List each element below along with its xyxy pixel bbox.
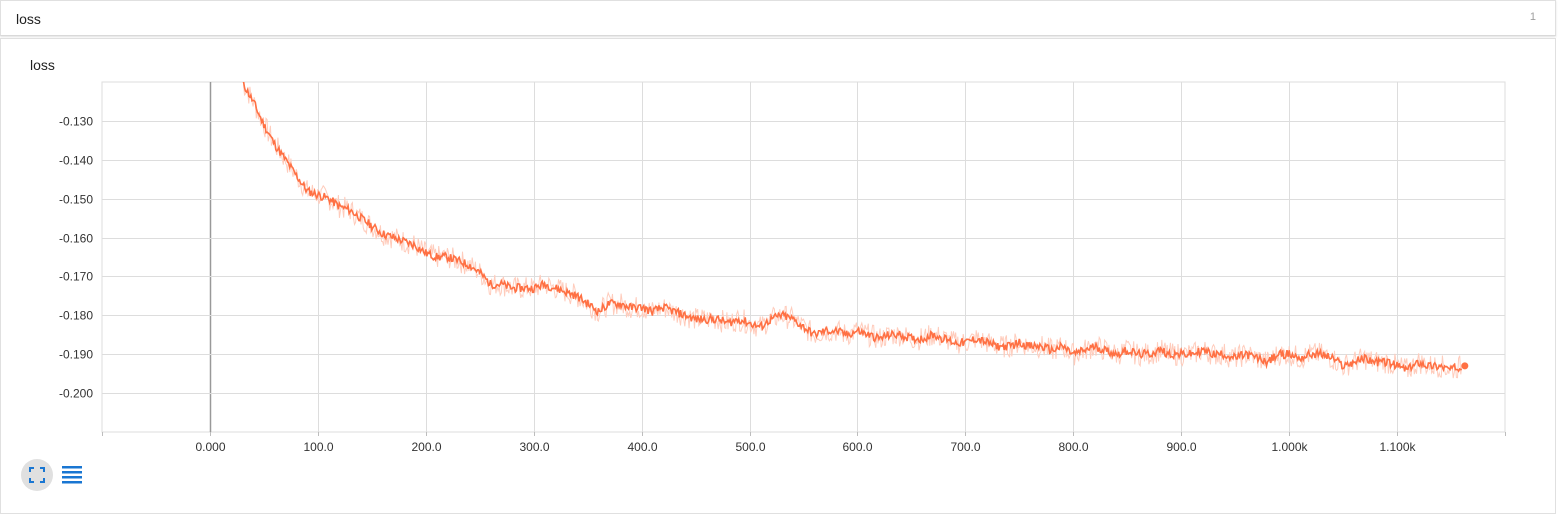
show-data-button[interactable] bbox=[60, 462, 84, 488]
plot-frame bbox=[101, 81, 1506, 433]
card-title: loss bbox=[16, 11, 41, 27]
chart-title: loss bbox=[30, 57, 55, 73]
card-count: 1 bbox=[1529, 11, 1536, 23]
x-tick-label: 200.0 bbox=[411, 440, 441, 454]
x-tick-label: 300.0 bbox=[519, 440, 549, 454]
grid bbox=[101, 81, 1506, 433]
y-tick-label: -0.180 bbox=[59, 309, 93, 323]
x-tick-label: 900.0 bbox=[1166, 440, 1196, 454]
y-tick-label: -0.140 bbox=[59, 154, 93, 168]
fullscreen-icon bbox=[29, 467, 45, 483]
x-tick-label: 700.0 bbox=[950, 440, 980, 454]
y-tick-label: -0.150 bbox=[59, 193, 93, 207]
x-tick-label: 1.100k bbox=[1379, 440, 1416, 454]
series-line bbox=[242, 82, 1463, 373]
x-tick-label: 1.000k bbox=[1271, 440, 1308, 454]
x-tick-label: 800.0 bbox=[1058, 440, 1088, 454]
series-end-point bbox=[1461, 362, 1469, 370]
y-tick-label: -0.130 bbox=[59, 115, 93, 129]
x-tick-label: 400.0 bbox=[627, 440, 657, 454]
axes bbox=[102, 432, 1506, 436]
y-tick-label: -0.190 bbox=[59, 348, 93, 362]
x-tick-label: 600.0 bbox=[842, 440, 872, 454]
tick-labels: 0.000 100.0 200.0 300.0 400.0 500.0 600.0 700.0… bbox=[59, 115, 1417, 455]
series bbox=[242, 82, 1469, 379]
x-tick-label: 500.0 bbox=[735, 440, 765, 454]
y-tick-label: -0.170 bbox=[59, 270, 93, 284]
y-tick-label: -0.160 bbox=[59, 232, 93, 246]
card-header[interactable]: loss 1 bbox=[0, 0, 1556, 36]
x-tick-label: 0.000 bbox=[195, 440, 225, 454]
y-tick-label: -0.200 bbox=[59, 387, 93, 401]
expand-button[interactable] bbox=[21, 459, 53, 491]
x-tick-label: 100.0 bbox=[303, 440, 333, 454]
list-icon bbox=[62, 466, 82, 484]
